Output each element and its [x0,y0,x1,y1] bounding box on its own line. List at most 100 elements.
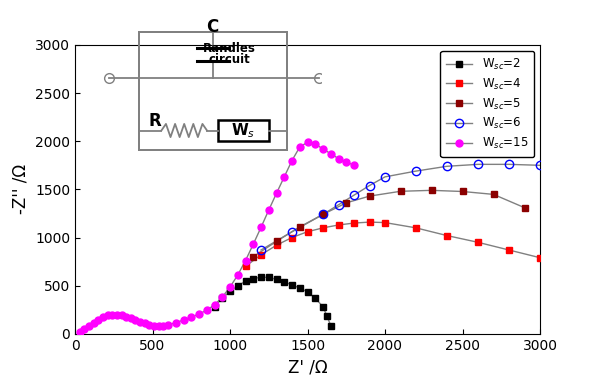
W$_{sc}$=6 [257,248,265,252]
W$_{sc}$=5 [250,255,257,259]
W$_{sc}$=4 [335,223,342,227]
W$_{sc}$=2 [304,290,311,294]
W$_{sc}$=6 [319,212,326,217]
W$_{sc}$=15 [85,324,92,328]
W$_{sc}$=4 [289,235,296,240]
W$_{sc}$=15 [265,208,272,212]
Text: Randles: Randles [203,42,256,54]
W$_{sc}$=15 [273,191,280,195]
W$_{sc}$=15 [218,295,226,299]
W$_{sc}$=2 [257,275,265,279]
W$_{sc}$=2 [218,296,226,300]
W$_{sc}$=15 [311,142,319,146]
Line: W$_{sc}$=5: W$_{sc}$=5 [250,187,528,260]
W$_{sc}$=15 [141,321,148,326]
W$_{sc}$=15 [118,313,125,318]
W$_{sc}$=15 [151,324,158,328]
W$_{sc}$=2 [242,279,249,284]
W$_{sc}$=2 [273,277,280,282]
W$_{sc}$=4 [350,221,358,225]
W$_{sc}$=5 [521,206,528,210]
W$_{sc}$=15 [104,313,111,318]
W$_{sc}$=15 [160,324,167,328]
W$_{sc}$=2 [250,276,257,281]
W$_{sc}$=2 [226,289,233,294]
W$_{sc}$=15 [132,318,139,322]
W$_{sc}$=15 [100,315,107,320]
W$_{sc}$=15 [172,320,179,325]
Line: W$_{sc}$=15: W$_{sc}$=15 [76,139,358,336]
W$_{sc}$=15 [234,273,241,277]
W$_{sc}$=15 [350,163,358,167]
W$_{sc}$=15 [113,312,121,317]
W$_{sc}$=15 [203,308,211,312]
W$_{sc}$=5 [459,189,466,194]
W$_{sc}$=15 [109,312,116,317]
W$_{sc}$=15 [296,145,304,149]
W$_{sc}$=2 [234,284,241,288]
W$_{sc}$=15 [146,322,153,327]
W$_{sc}$=6 [350,193,358,197]
W$_{sc}$=2 [281,280,288,284]
W$_{sc}$=6 [443,164,451,168]
Y-axis label: -Z'' /Ω: -Z'' /Ω [11,164,29,214]
W$_{sc}$=15 [80,327,88,332]
W$_{sc}$=6 [366,183,373,188]
W$_{sc}$=5 [296,225,304,229]
W$_{sc}$=6 [335,202,342,207]
W$_{sc}$=6 [382,175,389,179]
W$_{sc}$=2 [323,314,331,318]
W$_{sc}$=4 [536,255,544,260]
W$_{sc}$=4 [382,220,389,225]
W$_{sc}$=15 [289,158,296,163]
W$_{sc}$=15 [90,320,97,325]
W$_{sc}$=5 [366,194,373,198]
W$_{sc}$=15 [196,312,203,316]
W$_{sc}$=15 [250,242,257,246]
Text: W$_s$: W$_s$ [232,121,256,140]
W$_{sc}$=15 [137,320,144,324]
W$_{sc}$=15 [95,317,102,322]
W$_{sc}$=6 [475,162,482,166]
W$_{sc}$=15 [180,318,187,322]
Bar [218,120,269,141]
W$_{sc}$=5 [490,192,497,196]
W$_{sc}$=15 [76,330,83,334]
W$_{sc}$=5 [397,189,404,194]
W$_{sc}$=15 [211,303,218,307]
W$_{sc}$=15 [122,315,130,319]
W$_{sc}$=4 [273,243,280,248]
W$_{sc}$=4 [319,226,326,230]
W$_{sc}$=2 [265,275,272,280]
W$_{sc}$=2 [211,304,218,309]
W$_{sc}$=15 [127,316,134,321]
W$_{sc}$=5 [273,239,280,244]
W$_{sc}$=15 [327,152,334,156]
W$_{sc}$=15 [319,147,326,151]
W$_{sc}$=15 [304,140,311,144]
W$_{sc}$=6 [536,163,544,168]
X-axis label: Z' /Ω: Z' /Ω [287,358,328,375]
W$_{sc}$=4 [412,226,419,230]
W$_{sc}$=15 [335,156,342,161]
W$_{sc}$=2 [296,286,304,290]
W$_{sc}$=15 [188,315,195,320]
Line: W$_{sc}$=6: W$_{sc}$=6 [257,160,544,254]
W$_{sc}$=4 [443,233,451,238]
W$_{sc}$=4 [304,230,311,234]
W$_{sc}$=6 [289,230,296,234]
W$_{sc}$=4 [366,220,373,224]
W$_{sc}$=6 [412,169,419,173]
W$_{sc}$=15 [343,160,350,165]
W$_{sc}$=4 [257,253,265,257]
Bar [139,32,287,150]
W$_{sc}$=15 [281,175,288,179]
W$_{sc}$=15 [164,322,172,327]
W$_{sc}$=2 [311,296,319,300]
Line: W$_{sc}$=2: W$_{sc}$=2 [211,274,334,329]
Line: W$_{sc}$=4: W$_{sc}$=4 [242,219,544,270]
W$_{sc}$=5 [428,188,435,193]
Text: circuit: circuit [209,53,251,66]
W$_{sc}$=5 [343,201,350,205]
Legend: W$_{sc}$=2, W$_{sc}$=4, W$_{sc}$=5, W$_{sc}$=6, W$_{sc}$=15: W$_{sc}$=2, W$_{sc}$=4, W$_{sc}$=5, W$_{… [440,51,534,157]
